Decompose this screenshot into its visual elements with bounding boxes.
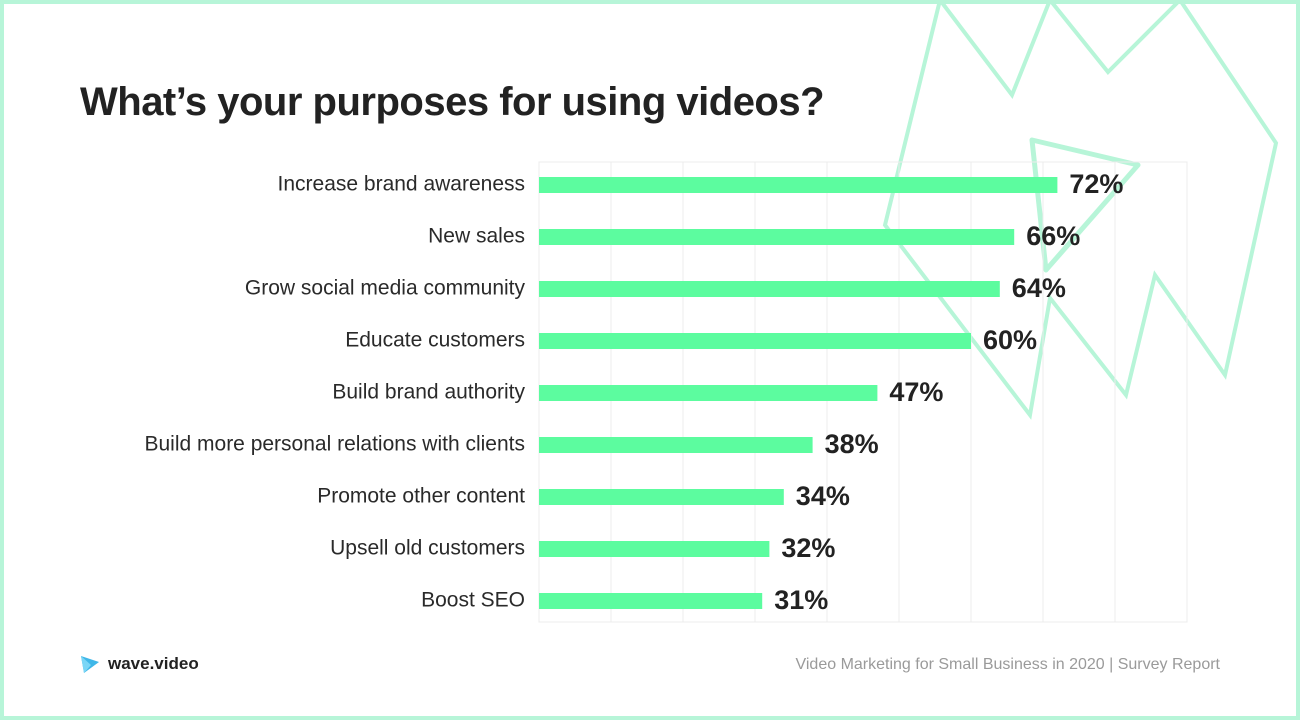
- bar: [539, 333, 971, 349]
- bar: [539, 437, 813, 453]
- brand-name: wave.video: [108, 654, 199, 673]
- category-label: Promote other content: [317, 485, 525, 508]
- category-labels: Increase brand awareness New sales Grow so…: [144, 173, 525, 612]
- value-label: 32%: [781, 533, 835, 563]
- bars: [539, 177, 1058, 609]
- category-label: Upsell old customers: [330, 537, 525, 560]
- category-label: Build brand authority: [332, 381, 525, 404]
- bar: [539, 541, 770, 557]
- bar: [539, 177, 1058, 193]
- value-label: 47%: [889, 377, 943, 407]
- footer-caption: Video Marketing for Small Business in 20…: [795, 656, 1220, 673]
- value-label: 60%: [983, 325, 1037, 355]
- bar: [539, 593, 763, 609]
- value-label: 66%: [1026, 221, 1080, 251]
- value-label: 72%: [1069, 169, 1123, 199]
- value-label: 34%: [796, 481, 850, 511]
- category-label: New sales: [428, 225, 525, 248]
- bar: [539, 229, 1015, 245]
- value-label: 38%: [825, 429, 879, 459]
- value-labels: 72% 66% 64% 60% 47% 38% 34% 32% 31%: [774, 169, 1123, 615]
- category-label: Boost SEO: [421, 589, 525, 612]
- value-label: 64%: [1012, 273, 1066, 303]
- category-label: Increase brand awareness: [278, 173, 525, 196]
- page-title: What’s your purposes for using videos?: [80, 80, 825, 124]
- category-label: Grow social media community: [245, 277, 526, 300]
- category-label: Build more personal relations with clien…: [144, 433, 525, 456]
- bar: [539, 489, 784, 505]
- brand-logo: wave.video: [80, 654, 199, 674]
- category-label: Educate customers: [345, 329, 525, 352]
- play-triangle-icon: [81, 656, 99, 673]
- bar: [539, 385, 878, 401]
- bar: [539, 281, 1000, 297]
- value-label: 31%: [774, 585, 828, 615]
